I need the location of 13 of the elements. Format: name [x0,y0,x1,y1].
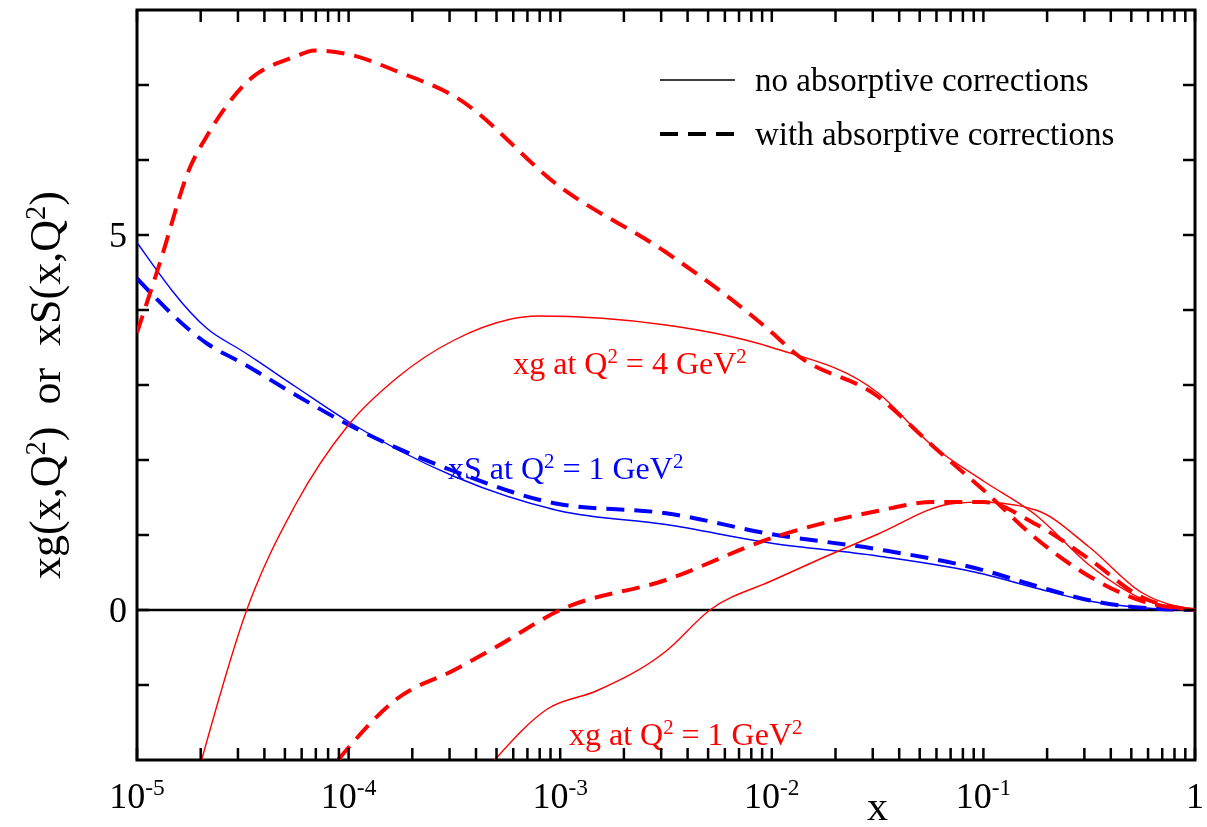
x-tick-label: 1 [1186,776,1204,816]
annotation: xg at Q$^{2}$ = 1 GeV$^{2}$ [568,714,803,752]
annotation: with absorptive corrections [755,116,1115,152]
annotation: no absorptive corrections [755,62,1089,98]
x-axis-title: x [867,783,889,827]
x-tick-label: 10$^{-2}$ [744,774,800,816]
x-tick-label: 10$^{-3}$ [532,774,588,816]
x-tick-label: 10$^{-4}$ [320,774,377,816]
annotation: xg at Q$^{2}$ = 4 GeV$^{2}$ [513,343,747,381]
x-tick-label: 10$^{-1}$ [955,774,1012,816]
y-tick-label: 0 [109,590,127,630]
x-tick-label: 10$^{-5}$ [109,774,165,816]
y-tick-label: 5 [109,215,127,255]
